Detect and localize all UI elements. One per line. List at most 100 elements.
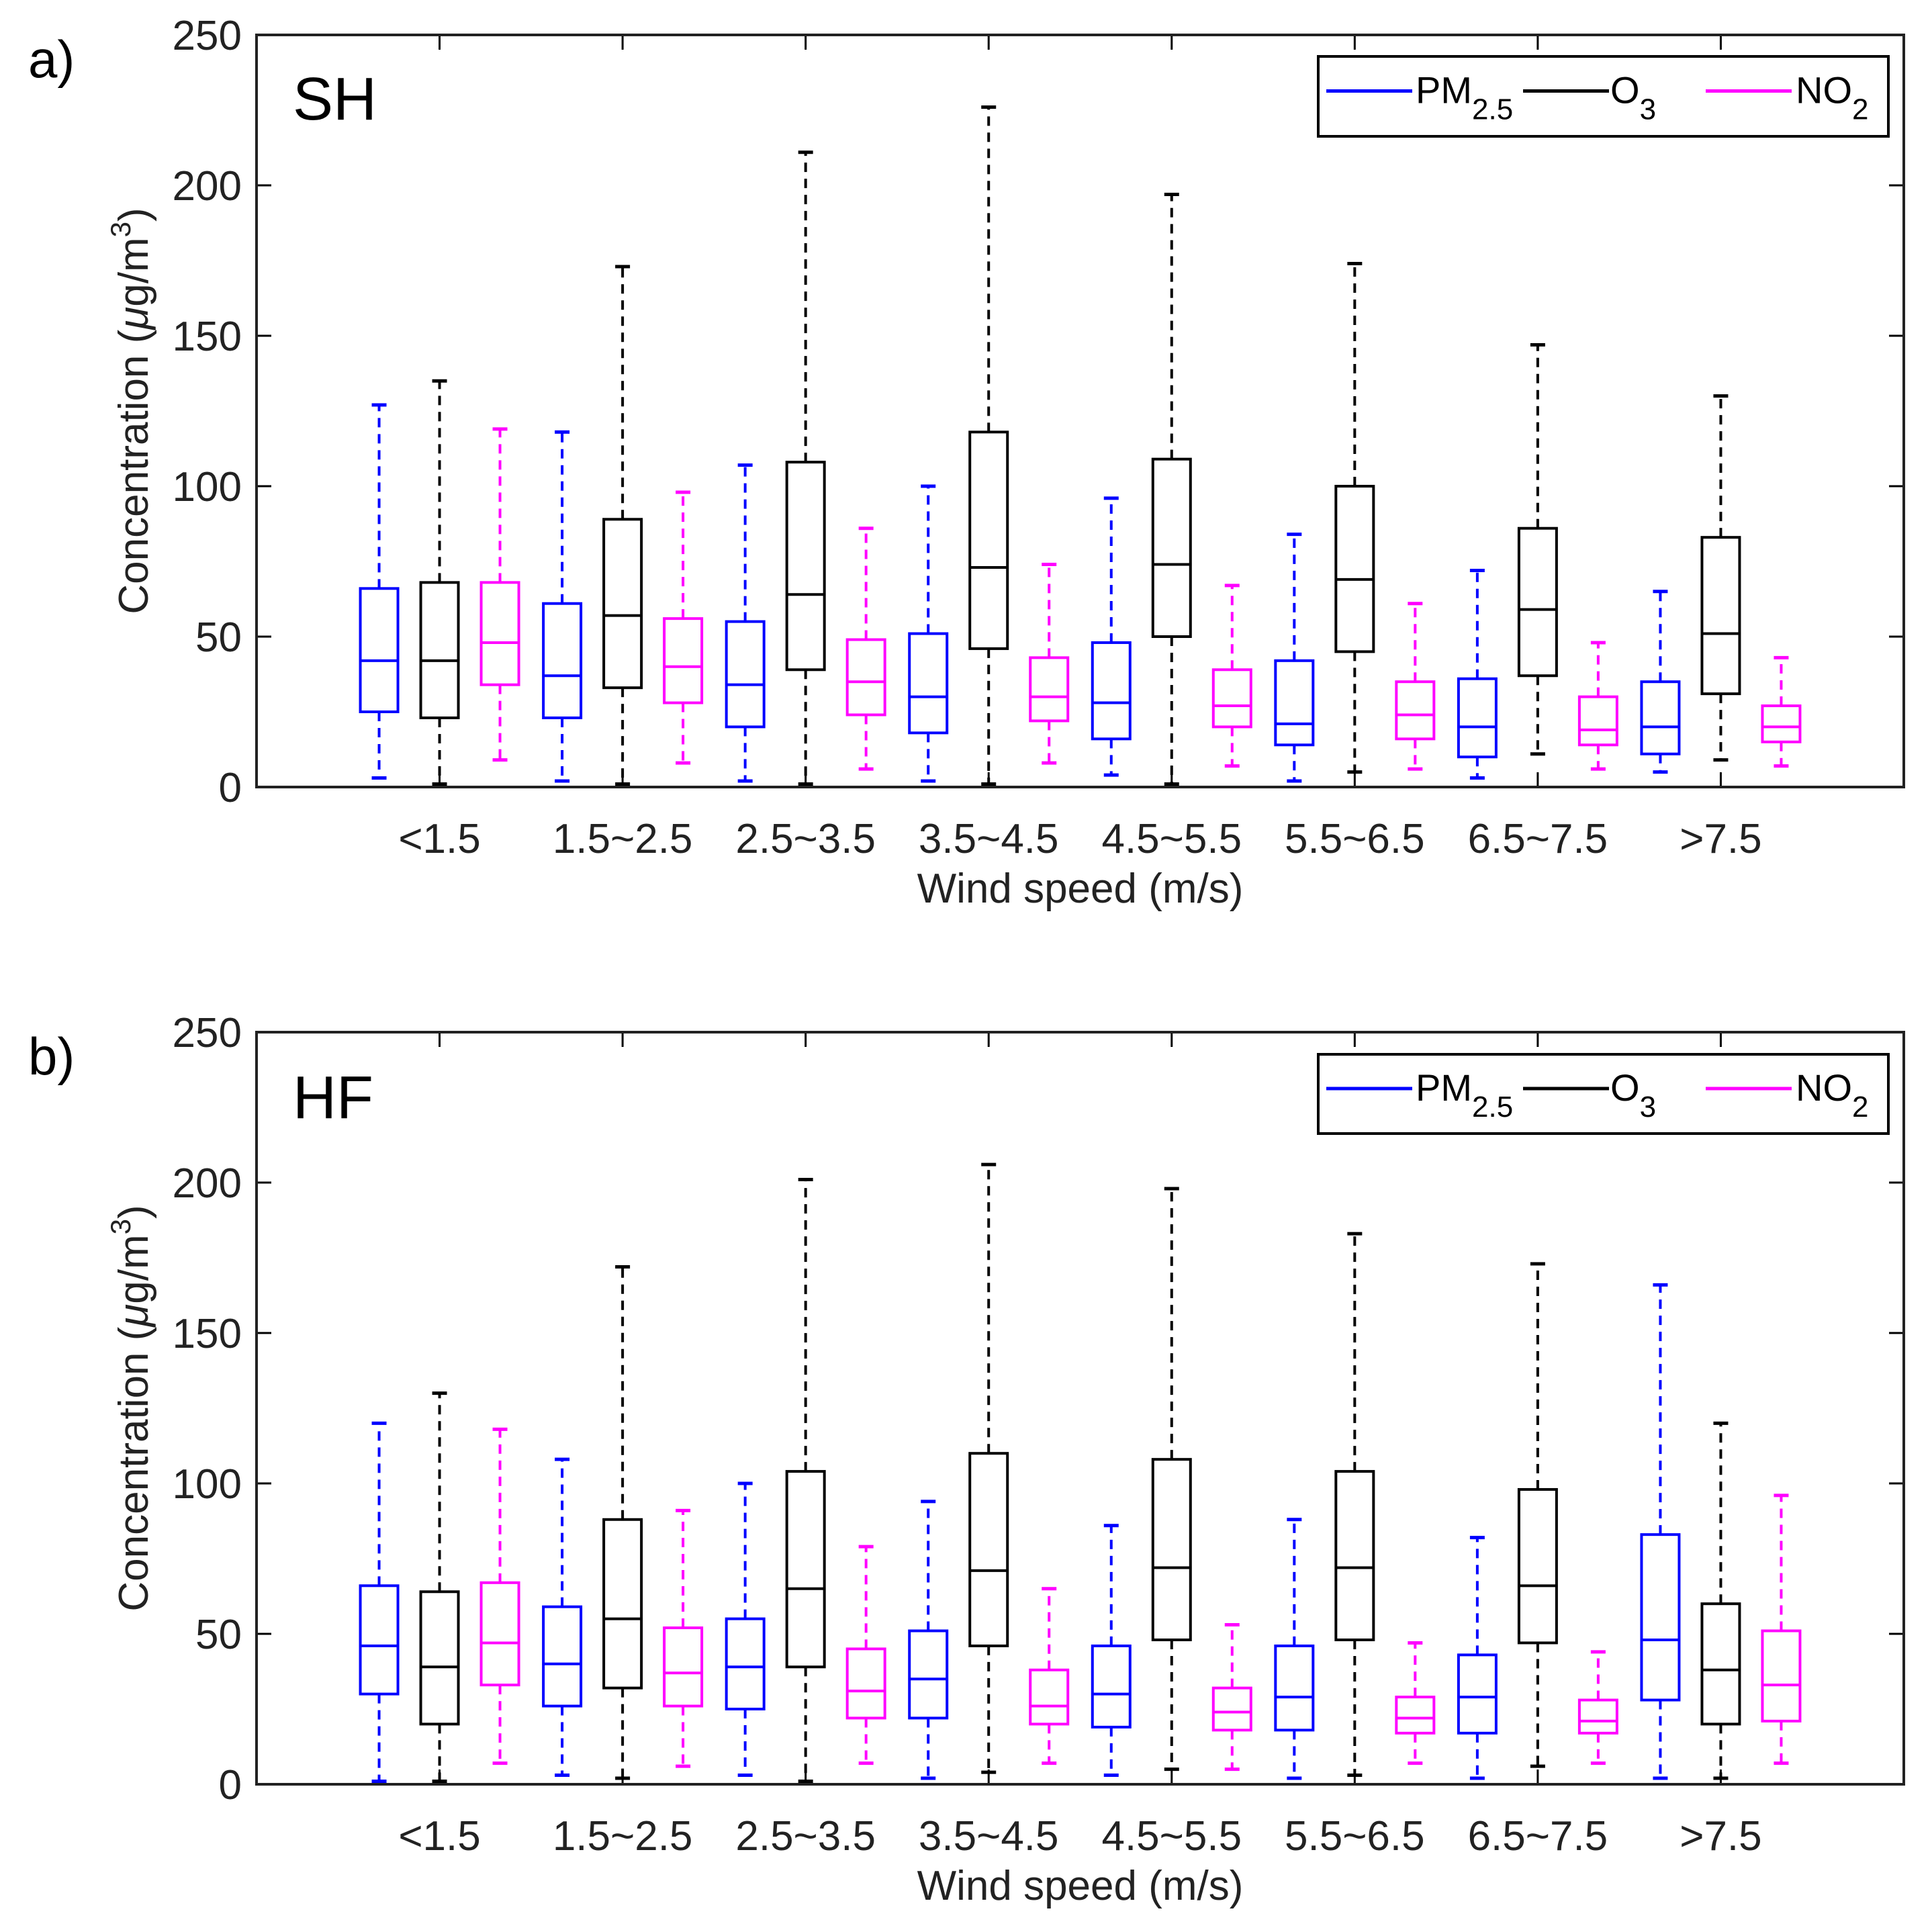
box-iqr — [1334, 485, 1375, 653]
y-axis-label-sup: 3 — [105, 222, 136, 237]
legend-label-main: PM — [1416, 69, 1472, 111]
legend-label: PM2.5 — [1416, 1066, 1513, 1123]
box-iqr — [1395, 680, 1436, 741]
y-axis-label-mu: μ — [111, 307, 157, 331]
box-iqr — [359, 587, 400, 713]
box-iqr — [359, 1584, 400, 1696]
legend-label: PM2.5 — [1416, 69, 1513, 126]
x-tick-label: >7.5 — [1680, 816, 1761, 862]
x-tick-label: <1.5 — [398, 816, 480, 862]
box-iqr — [419, 581, 460, 719]
box-iqr — [1334, 1470, 1375, 1641]
legend-item-0: PM2.5 — [1326, 69, 1513, 126]
legend-label-sub: 3 — [1640, 93, 1656, 126]
box-NO2-0 — [479, 427, 520, 762]
box-PM2.5-1 — [542, 1457, 583, 1778]
box-NO2-0 — [479, 1427, 520, 1765]
legend-label-sub: 2.5 — [1472, 93, 1513, 126]
legend-item-2: NO2 — [1706, 69, 1868, 126]
box-NO2-2 — [845, 1545, 886, 1765]
box-PM2.5-2 — [725, 463, 766, 783]
box-iqr — [663, 1626, 704, 1708]
y-axis-label-close: ) — [111, 1205, 157, 1219]
box-iqr — [1517, 1487, 1558, 1645]
box-iqr — [1029, 1668, 1070, 1726]
box-iqr — [785, 1470, 826, 1669]
box-O3-1 — [602, 1264, 643, 1780]
y-axis-label: Concentration (μg/m3) — [105, 208, 157, 614]
x-tick-label: 3.5~4.5 — [919, 1813, 1059, 1859]
legend-item-1: O3 — [1523, 1066, 1656, 1123]
box-iqr — [908, 632, 949, 735]
x-tick-label: <1.5 — [398, 1813, 480, 1859]
y-axis-label: Concentration (μg/m3) — [105, 1205, 157, 1611]
legend-label-main: O — [1610, 1066, 1640, 1109]
box-iqr — [1029, 656, 1070, 723]
box-iqr — [1761, 1629, 1802, 1722]
box-iqr — [542, 602, 583, 719]
box-NO2-5 — [1395, 1641, 1436, 1765]
box-iqr — [968, 1452, 1009, 1647]
box-iqr — [1151, 457, 1192, 638]
x-tick-label: 2.5~3.5 — [735, 1813, 876, 1859]
x-tick-label: 4.5~5.5 — [1101, 1813, 1242, 1859]
y-axis-label-unit: g/m — [111, 1234, 157, 1303]
box-iqr — [419, 1590, 460, 1726]
box-iqr — [1640, 1533, 1681, 1702]
x-tick-label: 1.5~2.5 — [553, 816, 693, 862]
box-O3-5 — [1334, 261, 1375, 774]
box-PM2.5-7 — [1640, 590, 1681, 774]
legend-label-main: PM — [1416, 1066, 1472, 1109]
box-PM2.5-7 — [1640, 1283, 1681, 1780]
box-iqr — [1211, 668, 1252, 729]
box-iqr — [1091, 1644, 1132, 1729]
site-label: HF — [293, 1064, 373, 1132]
box-NO2-4 — [1211, 1623, 1252, 1772]
panel-a: a) SH 0 50 100 150 200 250 <1.5 1.5~2.5 2.5~3.5 3.5… — [28, 13, 1905, 912]
box-NO2-3 — [1029, 1587, 1070, 1765]
y-axis-label-sup: 3 — [105, 1219, 136, 1234]
x-tick-label: 1.5~2.5 — [553, 1813, 693, 1859]
x-tick-label: 6.5~7.5 — [1468, 816, 1608, 862]
panel-label: a) — [28, 30, 75, 89]
box-iqr — [479, 581, 520, 686]
box-iqr — [1211, 1686, 1252, 1732]
box-iqr — [542, 1605, 583, 1708]
box-iqr — [785, 461, 826, 672]
box-PM2.5-6 — [1457, 568, 1498, 780]
box-iqr — [663, 617, 704, 704]
y-tick-label: 50 — [195, 1612, 242, 1658]
box-O3-0 — [419, 379, 460, 786]
box-NO2-3 — [1029, 562, 1070, 765]
box-iqr — [1457, 1653, 1498, 1735]
y-tick-label: 250 — [173, 13, 242, 59]
y-tick-label: 0 — [219, 765, 242, 811]
box-O3-0 — [419, 1391, 460, 1784]
box-iqr — [1700, 536, 1741, 696]
legend-label: O3 — [1610, 69, 1656, 126]
box-iqr — [602, 1518, 643, 1690]
box-PM2.5-0 — [359, 403, 400, 780]
box-NO2-7 — [1761, 655, 1802, 768]
y-tick-label: 250 — [173, 1010, 242, 1056]
series-PM2.5 — [359, 403, 1681, 783]
box-PM2.5-3 — [908, 484, 949, 783]
y-tick-label: 200 — [173, 163, 242, 210]
panel-b: b) HF 0 50 100 150 200 250 <1.5 1.5~2.5 2.5~3.5 3.5… — [28, 1010, 1905, 1909]
legend-item-1: O3 — [1523, 69, 1656, 126]
box-iqr — [1091, 641, 1132, 741]
legend-label-sub: 2 — [1852, 93, 1868, 126]
box-iqr — [479, 1581, 520, 1687]
box-PM2.5-5 — [1274, 533, 1315, 783]
x-tick-label: 6.5~7.5 — [1468, 1813, 1608, 1859]
legend-box — [1317, 55, 1890, 138]
y-axis-label-main: Concentration ( — [111, 329, 157, 614]
y-axis-label-close: ) — [111, 208, 157, 222]
legend: PM2.5 O3 NO2 — [1317, 55, 1890, 138]
box-iqr — [725, 620, 766, 729]
y-tick-label: 100 — [173, 464, 242, 510]
box-iqr — [1517, 526, 1558, 678]
box-O3-6 — [1517, 342, 1558, 756]
series-NO2 — [479, 1427, 1802, 1772]
plot-frame — [255, 1031, 1905, 1786]
